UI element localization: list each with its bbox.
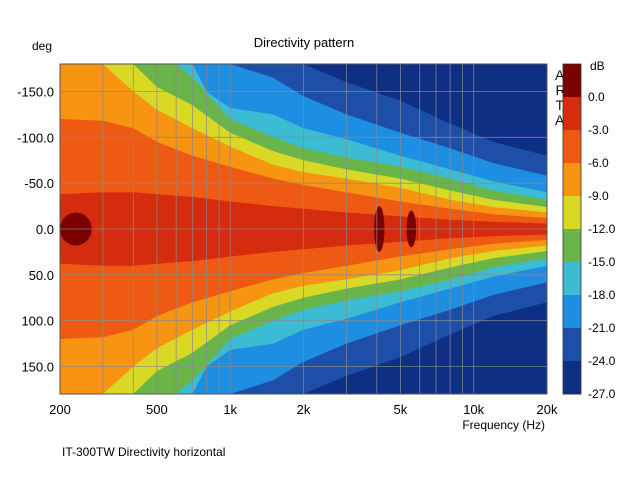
y-tick-label: 0.0 [36, 222, 54, 237]
plot-frame [59, 63, 548, 395]
x-tick-label: 500 [146, 402, 168, 417]
colorbar-tick-label: -27.0 [588, 387, 616, 401]
colorbar-unit: dB [590, 59, 605, 73]
x-axis-label: Frequency (Hz) [462, 418, 545, 432]
chart-caption: IT-300TW Directivity horizontal [62, 445, 225, 459]
colorbar-tick-label: -9.0 [588, 189, 609, 203]
colorbar-tick-label: -24.0 [588, 354, 616, 368]
colorbar-swatch [563, 196, 581, 230]
colorbar-swatch [563, 229, 581, 263]
colorbar-swatch [563, 64, 581, 98]
x-tick-label: 2k [297, 402, 311, 417]
y-tick-label: -150.0 [17, 85, 54, 100]
colorbar-tick-label: -15.0 [588, 255, 616, 269]
colorbar-swatch [563, 163, 581, 197]
colorbar-swatch [563, 97, 581, 131]
y-tick-label: -50.0 [24, 176, 54, 191]
colorbar-tick-label: 0.0 [588, 90, 605, 104]
colorbar-tick-label: -3.0 [588, 123, 609, 137]
colorbar-swatch [563, 295, 581, 329]
colorbar-swatch [563, 328, 581, 362]
colorbar-frame [562, 63, 582, 395]
y-axis-label: deg [32, 39, 52, 53]
colorbar-tick-label: -18.0 [588, 288, 616, 302]
x-tick-label: 20k [537, 402, 558, 417]
colorbar-tick-label: -12.0 [588, 222, 616, 236]
y-tick-label: 50.0 [29, 268, 54, 283]
colorbar-swatch [563, 130, 581, 164]
y-tick-label: 100.0 [21, 314, 54, 329]
colorbar-swatch [563, 262, 581, 296]
colorbar-tick-label: -21.0 [588, 321, 616, 335]
y-tick-label: -100.0 [17, 130, 54, 145]
x-tick-label: 10k [463, 402, 484, 417]
x-tick-label: 1k [223, 402, 237, 417]
y-tick-label: 150.0 [21, 360, 54, 375]
colorbar-swatch [563, 361, 581, 395]
x-tick-label: 5k [394, 402, 408, 417]
x-tick-label: 200 [49, 402, 71, 417]
chart-title: Directivity pattern [254, 35, 354, 50]
colorbar-tick-label: -6.0 [588, 156, 609, 170]
